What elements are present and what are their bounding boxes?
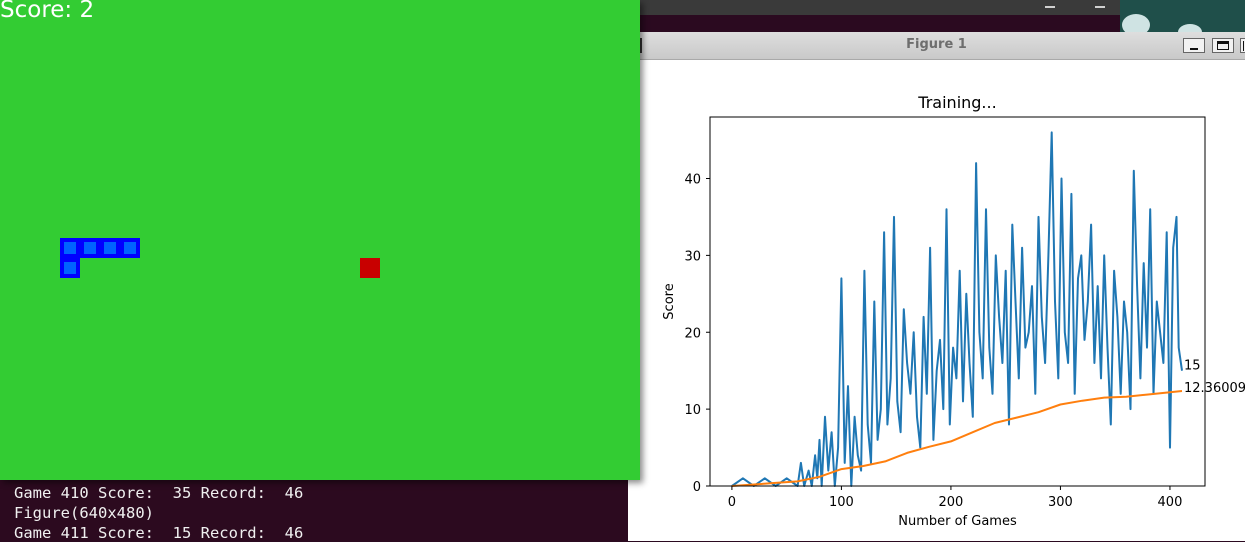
underline-icon: [1095, 0, 1105, 8]
y-tick-label: 20: [684, 326, 701, 341]
y-tick-label: 10: [684, 403, 701, 418]
x-tick-label: 200: [939, 495, 964, 510]
y-tick-label: 40: [684, 173, 701, 188]
close-icon: [1243, 41, 1245, 51]
snake-segment: [120, 238, 140, 258]
window-menu-icon[interactable]: [640, 38, 647, 53]
snake-head: [60, 238, 80, 258]
training-chart: 0 100 200 300 400 0 10 20 30 40 Training... Number …: [662, 93, 1245, 529]
maximize-icon: [1217, 41, 1229, 50]
terminal-line: Figure(640x480): [14, 504, 154, 522]
x-tick-label: 0: [728, 495, 736, 510]
desktop-wallpaper: [1120, 0, 1245, 32]
x-tick-label: 400: [1158, 495, 1183, 510]
terminal-window[interactable]: Game 410 Score: 35 Record: 46 Figure(640…: [0, 478, 628, 542]
score-series-line: [731, 131, 1183, 487]
underline-icon: [1045, 0, 1055, 8]
last-score-annotation: 15: [1184, 359, 1201, 374]
terminal-line: Game 411 Score: 15 Record: 46: [14, 524, 304, 542]
figure-title: Figure 1: [906, 37, 967, 52]
desktop-top-bar: [640, 0, 1120, 15]
snake-segment: [100, 238, 120, 258]
x-tick-label: 300: [1048, 495, 1073, 510]
food-block: [360, 258, 380, 278]
score-label: Score: 2: [0, 0, 95, 23]
y-tick-label: 30: [684, 249, 701, 264]
snake-segment: [60, 258, 80, 278]
close-button[interactable]: [1240, 38, 1245, 53]
mean-score-series-line: [731, 390, 1183, 487]
minimize-button[interactable]: [1183, 38, 1205, 53]
mean-score-annotation: 12.36009: [1184, 381, 1245, 396]
x-axis-label: Number of Games: [898, 514, 1017, 529]
chart-title: Training...: [917, 93, 996, 112]
minimize-icon: [1190, 48, 1198, 50]
snake-segment: [80, 238, 100, 258]
y-tick-label: 0: [693, 480, 701, 495]
axes-frame: [709, 116, 1206, 487]
figure-titlebar[interactable]: Figure 1: [628, 32, 1245, 60]
y-axis-label: Score: [662, 283, 677, 319]
x-tick-label: 100: [829, 495, 854, 510]
cloud-shape: [1178, 24, 1202, 32]
cloud-shape: [1122, 14, 1150, 32]
snake-game-window[interactable]: Score: 2: [0, 0, 640, 480]
figure-window[interactable]: Figure 1 0 100 200 300 400 0 10 20 30 40 Training.…: [628, 32, 1245, 541]
terminal-line: Game 410 Score: 35 Record: 46: [14, 484, 304, 502]
maximize-button[interactable]: [1212, 38, 1234, 53]
